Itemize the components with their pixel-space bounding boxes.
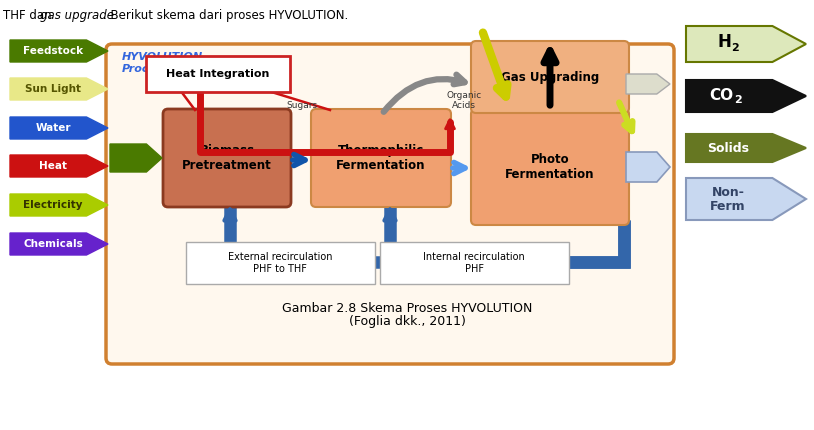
Text: 2: 2 bbox=[734, 95, 742, 105]
Text: Non-: Non- bbox=[711, 185, 745, 199]
Polygon shape bbox=[10, 78, 108, 100]
Polygon shape bbox=[10, 40, 108, 62]
Text: Internal recirculation
PHF: Internal recirculation PHF bbox=[423, 252, 525, 274]
Text: Biomass
Pretreatment: Biomass Pretreatment bbox=[182, 144, 272, 172]
Text: External recirculation
PHF to THF: External recirculation PHF to THF bbox=[228, 252, 332, 274]
Text: 2: 2 bbox=[731, 43, 739, 53]
Text: THF dan: THF dan bbox=[3, 9, 55, 22]
Text: Heat Integration: Heat Integration bbox=[166, 69, 269, 79]
Text: Organic
Acids: Organic Acids bbox=[446, 91, 482, 110]
Text: Process: Process bbox=[122, 64, 170, 74]
Text: Sugars: Sugars bbox=[287, 101, 317, 110]
Polygon shape bbox=[626, 152, 670, 182]
Polygon shape bbox=[626, 74, 670, 94]
FancyBboxPatch shape bbox=[106, 44, 674, 364]
Text: Heat: Heat bbox=[39, 161, 67, 171]
Text: CO: CO bbox=[709, 87, 733, 102]
FancyBboxPatch shape bbox=[163, 109, 291, 207]
FancyBboxPatch shape bbox=[471, 41, 629, 113]
Polygon shape bbox=[686, 26, 806, 62]
Text: . Berikut skema dari proses HYVOLUTION.: . Berikut skema dari proses HYVOLUTION. bbox=[103, 9, 348, 22]
Polygon shape bbox=[686, 80, 806, 112]
Text: gas upgrade: gas upgrade bbox=[40, 9, 114, 22]
Text: Solids: Solids bbox=[707, 141, 749, 154]
FancyBboxPatch shape bbox=[311, 109, 451, 207]
Text: Gambar 2.8 Skema Proses HYVOLUTION: Gambar 2.8 Skema Proses HYVOLUTION bbox=[282, 301, 532, 314]
Polygon shape bbox=[110, 144, 162, 172]
Text: Ferm: Ferm bbox=[710, 200, 746, 212]
Text: Chemicals: Chemicals bbox=[24, 239, 83, 249]
FancyBboxPatch shape bbox=[186, 242, 375, 284]
FancyBboxPatch shape bbox=[146, 56, 290, 92]
Text: Sun Light: Sun Light bbox=[25, 84, 81, 94]
Text: HYVOLUTION: HYVOLUTION bbox=[122, 52, 204, 62]
Polygon shape bbox=[10, 155, 108, 177]
FancyArrowPatch shape bbox=[383, 75, 465, 112]
Text: Water: Water bbox=[35, 123, 71, 133]
Polygon shape bbox=[686, 178, 806, 220]
Polygon shape bbox=[10, 233, 108, 255]
Text: Gas Upgrading: Gas Upgrading bbox=[501, 71, 599, 83]
Text: Photo
Fermentation: Photo Fermentation bbox=[505, 153, 595, 181]
FancyBboxPatch shape bbox=[471, 109, 629, 225]
Text: Electricity: Electricity bbox=[24, 200, 83, 210]
FancyBboxPatch shape bbox=[380, 242, 569, 284]
Text: Feedstock: Feedstock bbox=[23, 46, 83, 56]
Polygon shape bbox=[686, 134, 806, 162]
Polygon shape bbox=[10, 194, 108, 216]
Text: Thermophilic
Fermentation: Thermophilic Fermentation bbox=[336, 144, 426, 172]
Polygon shape bbox=[10, 117, 108, 139]
Text: H: H bbox=[717, 33, 731, 51]
Text: (Foglia dkk., 2011): (Foglia dkk., 2011) bbox=[348, 316, 466, 329]
